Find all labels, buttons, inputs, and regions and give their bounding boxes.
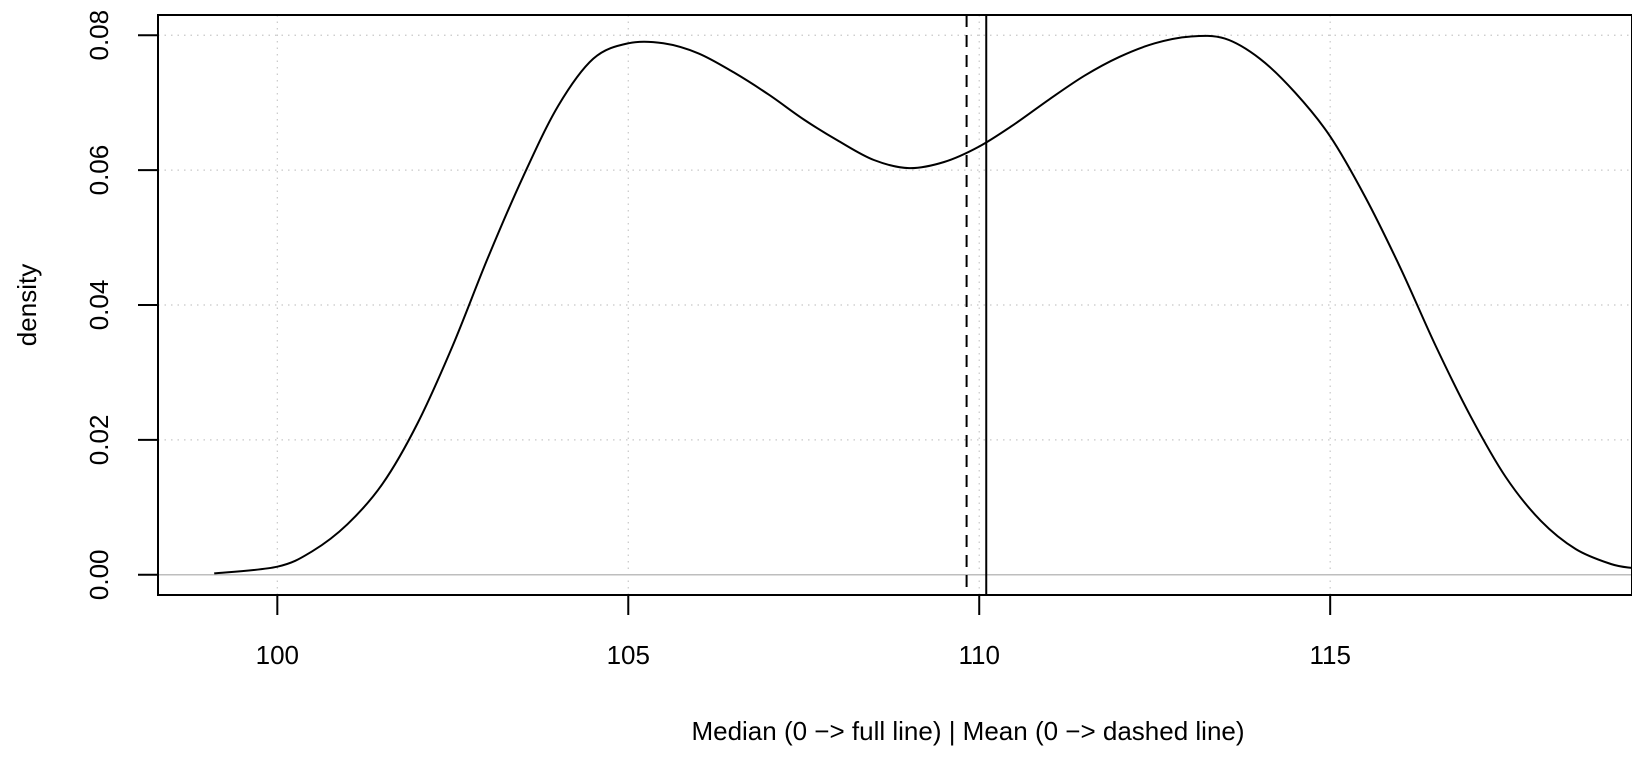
y-tick-label: 0.04 [84, 280, 114, 331]
x-tick-label: 105 [607, 640, 650, 670]
density-curve [214, 34, 1632, 575]
y-tick-label: 0.06 [84, 145, 114, 196]
reference-lines [965, 15, 988, 595]
x-tick-label: 110 [959, 640, 1000, 670]
x-tick-label: 115 [1309, 640, 1350, 670]
y-axis-title: density [12, 264, 42, 346]
y-axis: 0.00 0.02 0.04 0.06 0.08 [84, 10, 158, 600]
y-tick-label: 0.08 [84, 10, 114, 61]
y-tick-label: 0.02 [84, 415, 114, 466]
x-tick-label: 100 [256, 640, 299, 670]
grid-lines [158, 15, 1632, 595]
y-tick-label: 0.00 [84, 549, 114, 600]
x-axis: 100 105 110 115 [256, 595, 1351, 670]
x-axis-title: Median (0 −> full line) | Mean (0 −> das… [691, 716, 1244, 746]
